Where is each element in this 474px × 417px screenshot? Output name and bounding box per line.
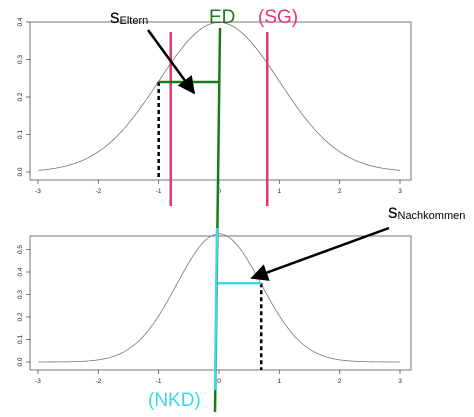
s-nachkommen-label: sNachkommen (388, 202, 465, 223)
x-tick-label: 3 (398, 188, 402, 195)
x-tick-label: 2 (338, 188, 342, 195)
bottom-y-axis: 0.0 0.1 0.2 0.3 0.4 0.5 (17, 245, 30, 367)
x-tick-label: 2 (338, 378, 342, 385)
x-tick-label: 1 (278, 188, 282, 195)
top-normal-curve (37, 21, 401, 171)
x-tick-label: -1 (156, 188, 162, 195)
y-tick-label: 0.4 (17, 267, 24, 276)
x-tick-label: 1 (278, 378, 282, 385)
y-tick-label: 0.5 (17, 245, 24, 254)
bottom-panel: 0.0 0.1 0.2 0.3 0.4 0.5 -3 -2 -1 0 1 2 3 (17, 233, 412, 385)
x-tick-label: -1 (156, 378, 162, 385)
y-tick-label: 0.3 (17, 55, 24, 64)
sg-label: (SG) (258, 7, 298, 28)
y-tick-label: 0.1 (17, 335, 24, 344)
bottom-plot-frame (29, 235, 412, 371)
x-tick-label: -2 (95, 378, 101, 385)
s-eltern-subscript: Eltern (120, 15, 149, 27)
top-panel: 0.0 0.1 0.2 0.3 0.4 -3 -2 -1 0 1 2 3 (17, 17, 412, 206)
top-plot-frame (29, 21, 412, 181)
x-tick-label: 0 (217, 188, 221, 195)
x-tick-label: -3 (35, 378, 41, 385)
x-tick-label: 3 (398, 378, 402, 385)
y-tick-label: 0.4 (17, 17, 24, 26)
top-y-axis: 0.0 0.1 0.2 0.3 0.4 (17, 17, 30, 177)
bottom-x-axis: -3 -2 -1 0 1 2 3 (35, 370, 402, 385)
s-nachkommen-arrow (250, 226, 390, 281)
s-eltern-arrow (146, 29, 196, 95)
ed-label: ED (209, 7, 235, 28)
y-tick-label: 0.1 (17, 130, 24, 139)
y-tick-label: 0.2 (17, 312, 24, 321)
y-tick-label: 0.3 (17, 290, 24, 299)
y-tick-label: 0.2 (17, 92, 24, 101)
x-tick-label: 0 (217, 378, 221, 385)
s-nachkommen-symbol: s (388, 202, 398, 223)
bottom-normal-curve (37, 233, 401, 363)
y-tick-label: 0.0 (17, 167, 24, 176)
nkd-label: (NKD) (148, 390, 201, 411)
s-eltern-symbol: s (110, 7, 120, 28)
s-eltern-label: sEltern (110, 7, 148, 28)
x-tick-label: -2 (95, 188, 101, 195)
nkd-vertical-line (213, 227, 219, 391)
y-tick-label: 0.0 (17, 357, 24, 366)
x-tick-label: -3 (35, 188, 41, 195)
s-nachkommen-subscript: Nachkommen (398, 210, 466, 222)
